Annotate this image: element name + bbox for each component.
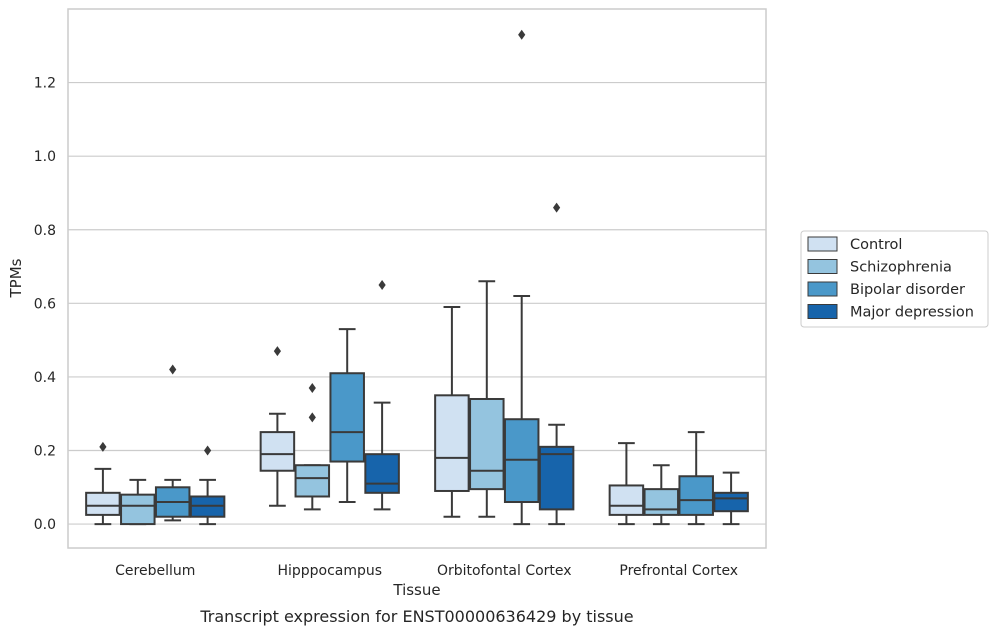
box	[434, 306, 470, 518]
outlier-point	[99, 441, 107, 452]
box	[294, 382, 331, 511]
legend-label: Control	[850, 237, 902, 253]
box	[678, 431, 714, 526]
legend-label: Schizophrenia	[850, 260, 952, 276]
y-tick-label: 0.4	[34, 370, 56, 386]
x-tick-label: Orbitofontal Cortex	[437, 563, 572, 579]
box	[643, 464, 680, 526]
box	[154, 364, 191, 522]
box-body	[364, 453, 400, 494]
outlier-point	[204, 445, 212, 456]
outlier-point	[308, 382, 316, 393]
x-tick-label: Hipppocampus	[277, 563, 382, 579]
box-body	[538, 445, 575, 511]
box	[713, 471, 749, 526]
box-body	[259, 431, 296, 472]
y-tick-label: 0.6	[34, 296, 56, 312]
y-tick-label: 1.2	[34, 76, 56, 92]
box-body	[329, 372, 365, 463]
outlier-point	[169, 364, 177, 375]
legend-label: Bipolar disorder	[850, 282, 965, 298]
outlier-point	[378, 279, 386, 290]
box	[259, 346, 296, 507]
y-tick-label: 0.8	[34, 223, 56, 239]
outlier-point	[553, 202, 561, 213]
box-body	[469, 397, 505, 491]
legend: Control Schizophrenia Bipolar disorder Majo…	[800, 230, 989, 328]
box	[329, 328, 365, 504]
outlier-point	[273, 346, 281, 357]
outlier-point	[518, 29, 526, 40]
y-tick-label: 1.0	[34, 149, 56, 165]
legend-swatch	[807, 236, 838, 252]
gridlines	[68, 81, 766, 525]
legend-label: Major depression	[850, 305, 974, 321]
box	[538, 202, 575, 526]
box	[189, 445, 226, 526]
y-axis-ticks: 0.0 0.2 0.4 0.6 0.8 1.0 1.2	[34, 76, 56, 534]
x-axis-label: Tissue	[392, 581, 440, 599]
y-tick-label: 0.2	[34, 444, 56, 460]
legend-swatch	[807, 259, 838, 274]
box	[469, 280, 505, 518]
y-tick-label: 0.0	[34, 517, 56, 533]
legend-swatch	[807, 281, 838, 297]
y-axis-label: TPMs	[7, 258, 25, 298]
box-body	[608, 484, 645, 516]
plot-area	[67, 8, 767, 549]
box	[608, 442, 645, 526]
legend-swatch	[807, 304, 838, 319]
box-body	[713, 491, 749, 513]
outlier-point	[308, 412, 316, 423]
boxes-layer	[85, 29, 749, 526]
box-body	[85, 491, 121, 516]
box-body	[294, 464, 331, 498]
x-axis-ticks: Cerebellum Hipppocampus Orbitofontal Corte…	[115, 563, 738, 579]
box	[120, 478, 156, 526]
legend-frame	[800, 230, 989, 328]
x-tick-label: Cerebellum	[115, 563, 195, 579]
box	[503, 29, 540, 526]
box-body	[434, 394, 470, 492]
box-body	[678, 475, 714, 516]
box	[364, 279, 400, 511]
chart-title: Transcript expression for ENST0000063642…	[199, 607, 633, 626]
x-tick-label: Prefrontal Cortex	[619, 563, 738, 579]
box	[85, 441, 121, 526]
box-body	[643, 488, 680, 516]
box-body	[120, 493, 156, 526]
